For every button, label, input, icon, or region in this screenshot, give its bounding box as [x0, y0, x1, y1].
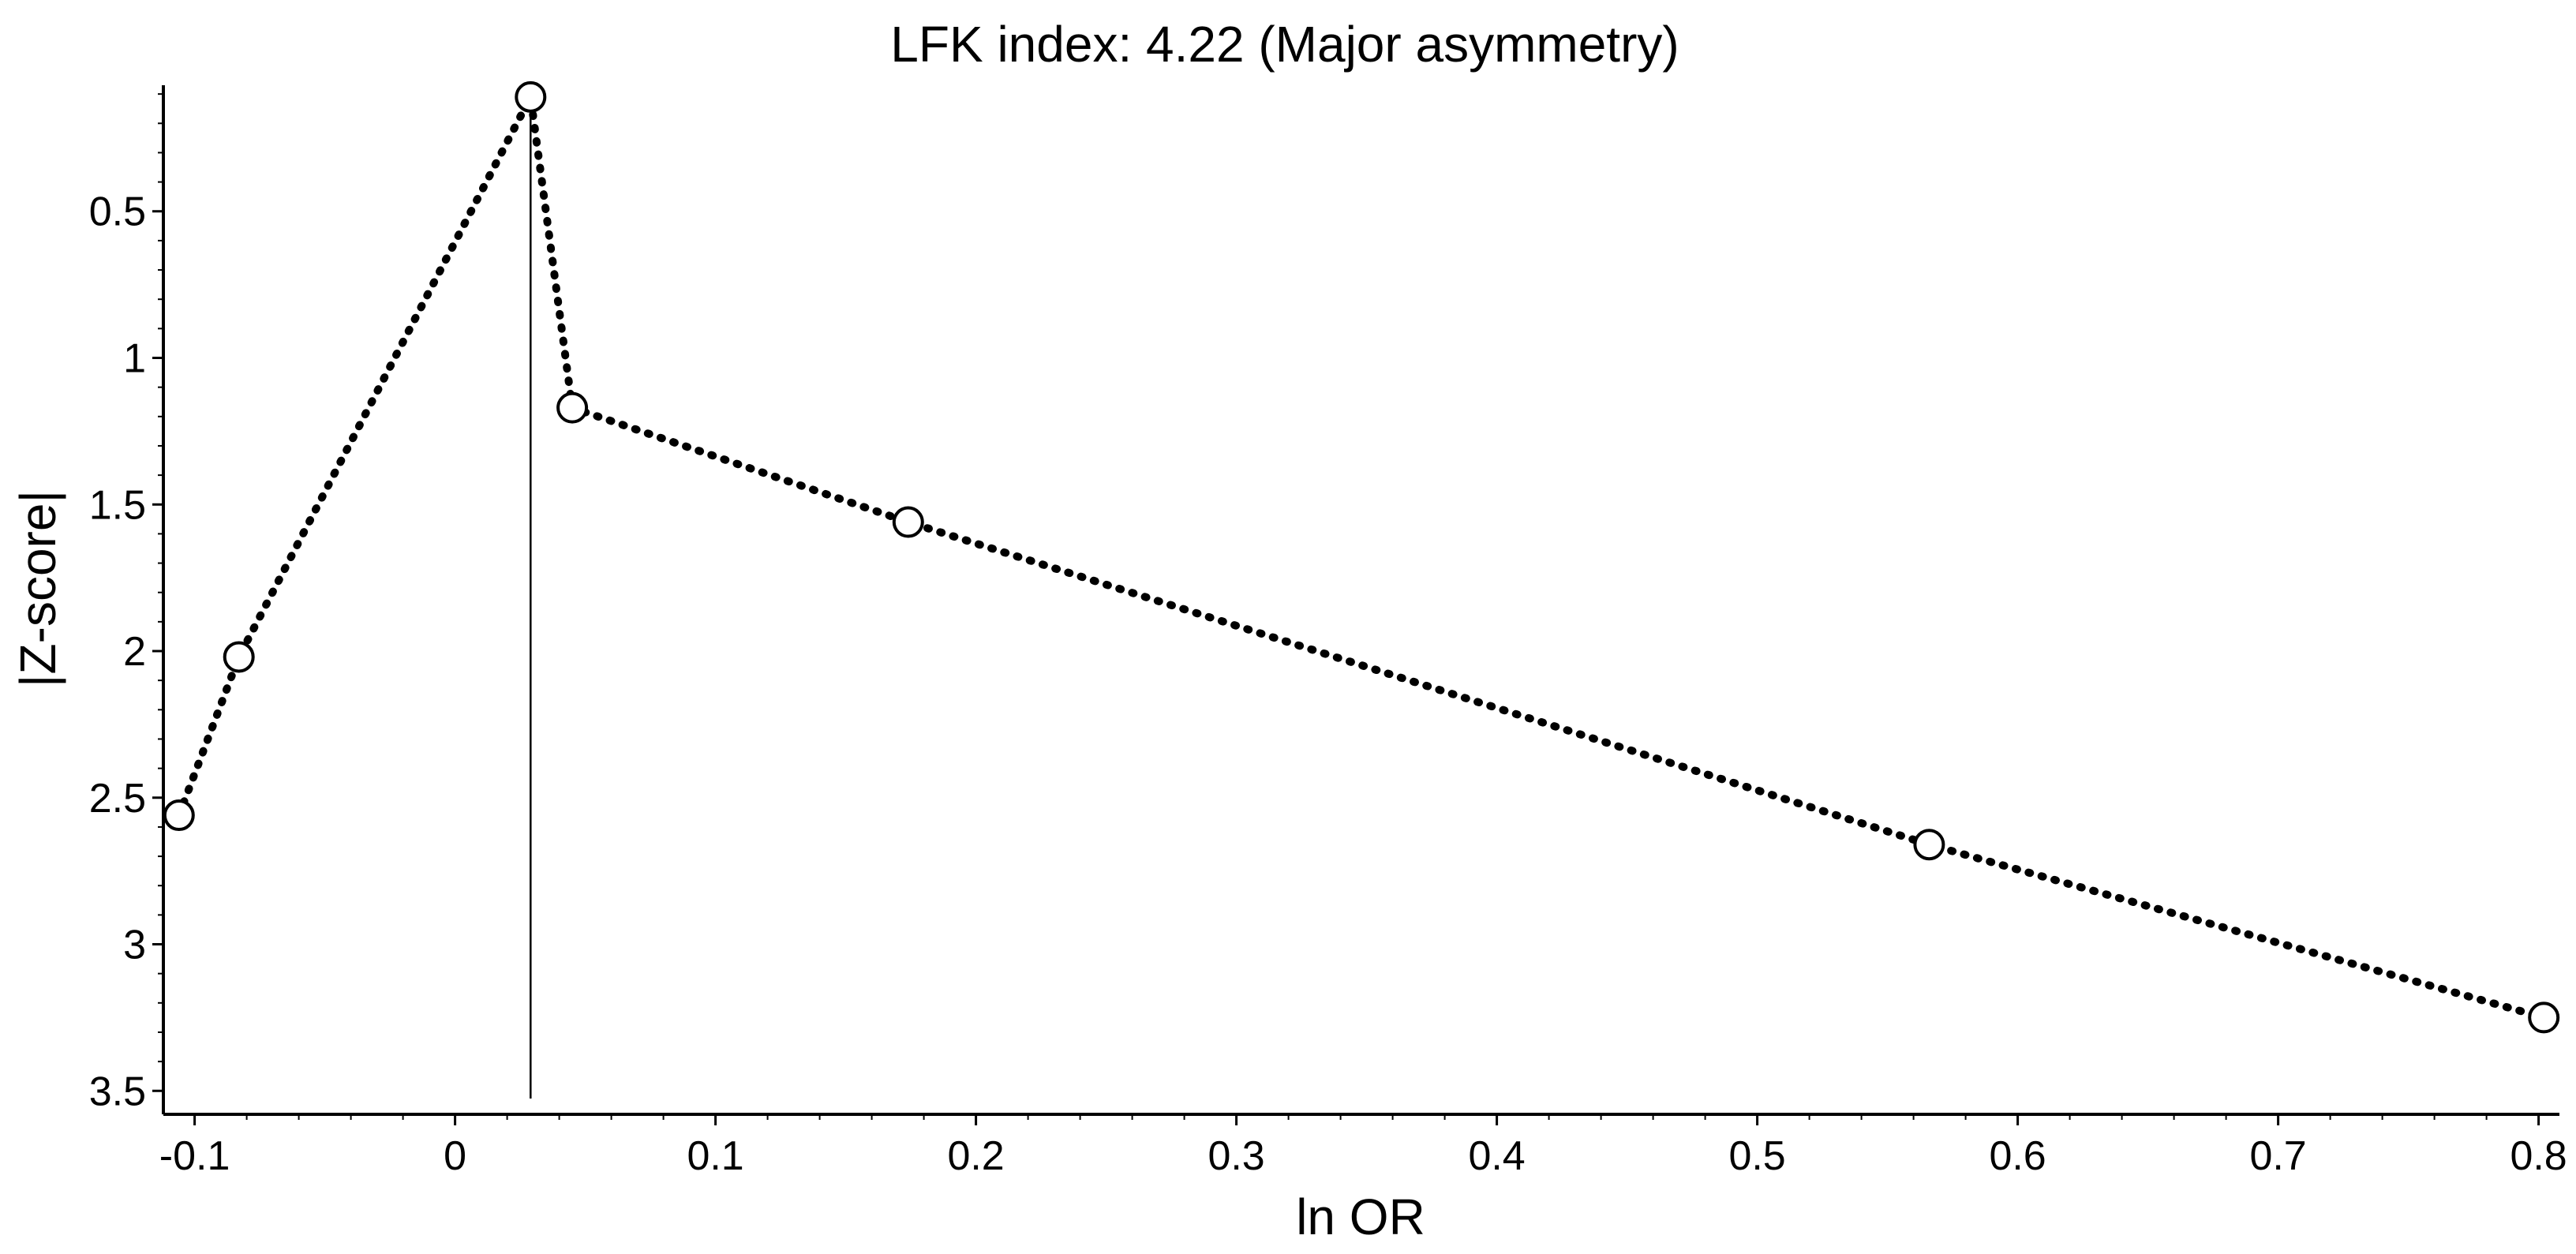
y-tick-label: 3: [123, 923, 146, 968]
x-tick-label: 0.7: [2249, 1133, 2306, 1179]
x-tick-label: 0: [444, 1133, 466, 1179]
y-tick-label: 1: [123, 336, 146, 382]
x-tick-label: 0.6: [1989, 1133, 2046, 1179]
data-point: [223, 641, 255, 673]
data-points: [163, 80, 2560, 1034]
x-tick-label: -0.1: [159, 1133, 230, 1179]
data-point: [515, 80, 547, 113]
x-tick-label: 0.8: [2510, 1133, 2567, 1179]
x-tick-label: 0.2: [947, 1133, 1004, 1179]
y-axis-label: |Z-score|: [9, 490, 66, 687]
y-ticks: 0.5 1 1.5 2 2.5 3 3.5: [89, 93, 163, 1114]
y-tick-label: 3.5: [89, 1069, 146, 1114]
data-point: [163, 799, 195, 832]
y-tick-label: 2: [123, 629, 146, 675]
data-point: [892, 506, 924, 538]
y-tick-label: 1.5: [89, 482, 146, 528]
x-axis-label: ln OR: [1296, 1188, 1425, 1245]
chart-title: LFK index: 4.22 (Major asymmetry): [890, 16, 1679, 73]
y-tick-label: 0.5: [89, 189, 146, 235]
x-tick-label: 0.5: [1728, 1133, 1785, 1179]
y-tick-label: 2.5: [89, 776, 146, 822]
series-line: [174, 84, 2548, 1022]
x-tick-label: 0.1: [687, 1133, 743, 1179]
data-point: [1913, 829, 1945, 861]
data-point: [556, 391, 589, 424]
x-tick-label: 0.3: [1208, 1133, 1264, 1179]
data-point: [2528, 1001, 2560, 1034]
axes: [162, 85, 2559, 1116]
x-ticks: -0.1 0 0.1 0.2 0.3 0.4 0.5 0.6 0.7 0.8: [159, 1114, 2567, 1179]
x-tick-label: 0.4: [1468, 1133, 1525, 1179]
